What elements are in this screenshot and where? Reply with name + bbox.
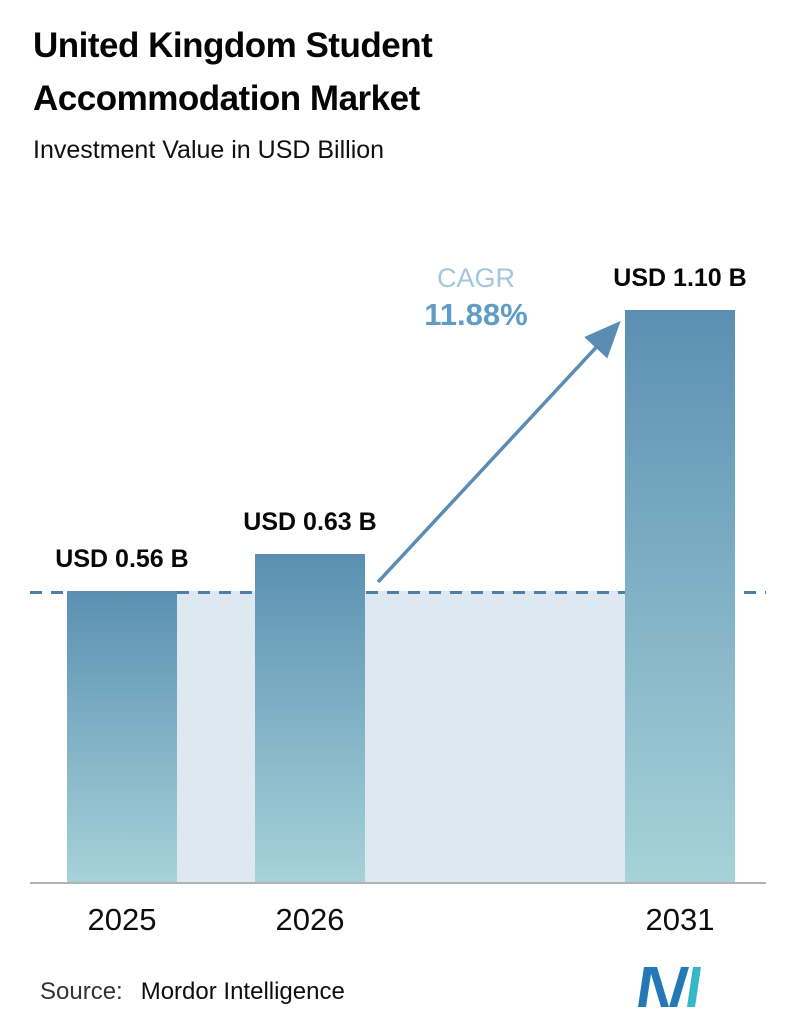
cagr-value: 11.88%	[424, 296, 528, 332]
x-axis-label: 2026	[275, 902, 345, 937]
source-value: Mordor Intelligence	[140, 978, 345, 1005]
bar-2025	[67, 591, 177, 882]
bar-2026	[255, 554, 365, 882]
x-axis-label: 2025	[87, 902, 157, 937]
bar-value-label: USD 0.63 B	[243, 508, 377, 536]
bar-2031	[625, 310, 735, 882]
x-axis-label: 2031	[645, 902, 715, 937]
source-attribution: Source: Mordor Intelligence	[40, 978, 345, 1006]
bar-value-label: USD 0.56 B	[55, 545, 189, 573]
source-label: Source:	[40, 978, 123, 1005]
dashed-target-line	[30, 591, 766, 594]
shaded-region	[67, 591, 735, 882]
mordor-intelligence-logo-icon	[638, 967, 701, 1007]
chart: USD 0.56 B 2025 USD 0.63 B 2026 USD 1.10 B 20…	[30, 210, 766, 937]
page-subtitle: Investment Value in USD Billion	[33, 136, 385, 164]
bar-value-label: USD 1.10 B	[613, 264, 747, 292]
cagr-label: CAGR	[436, 263, 515, 293]
page-title: United Kingdom Student Accommodation Mar…	[33, 26, 433, 118]
x-axis-line	[30, 882, 766, 884]
cagr-annotation: CAGR 11.88%	[390, 262, 562, 335]
